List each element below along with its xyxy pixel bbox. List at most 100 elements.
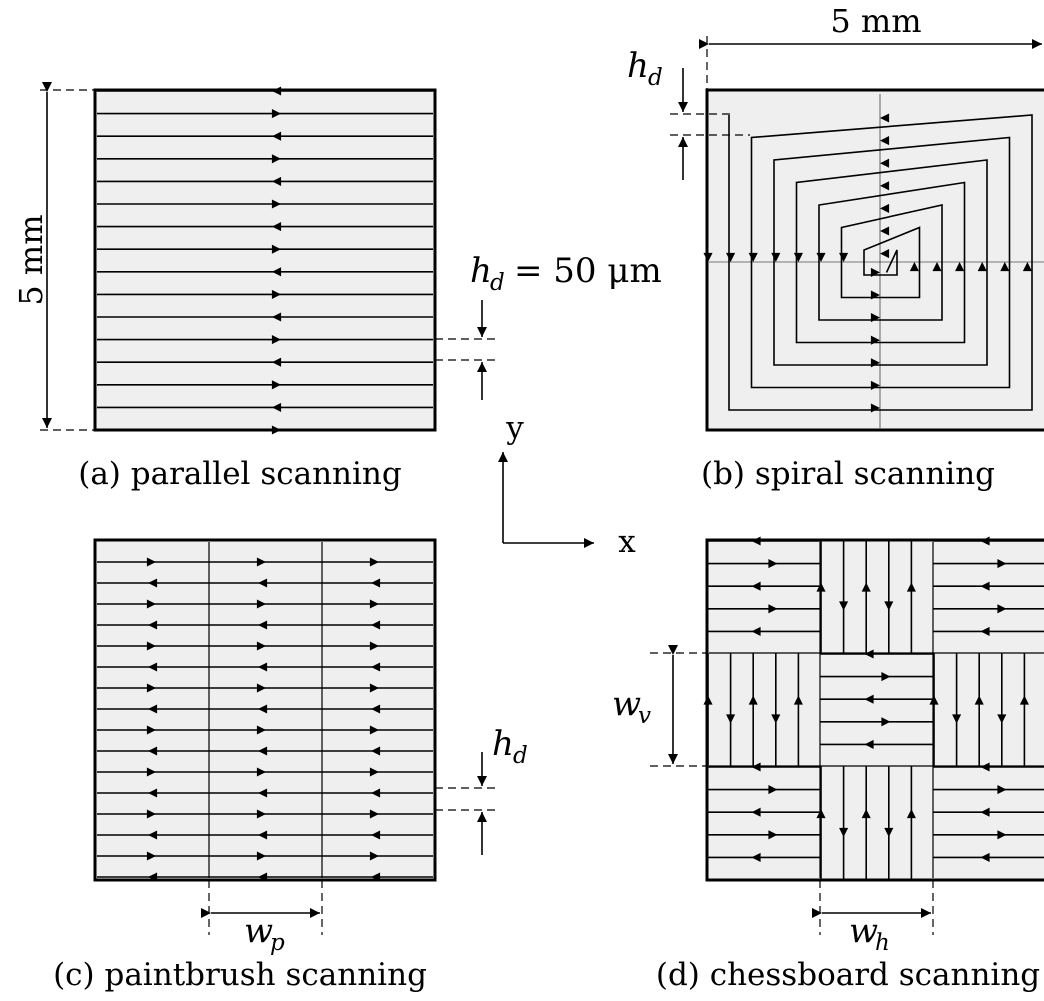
direction-arrow — [256, 683, 266, 693]
direction-arrow — [272, 357, 282, 367]
direction-arrow — [816, 809, 826, 819]
direction-arrow — [369, 557, 379, 567]
spiral-arrow — [880, 203, 890, 213]
direction-arrow — [272, 222, 282, 232]
spiral-arrow — [880, 249, 890, 259]
direction-arrow — [861, 809, 871, 819]
direction-arrow — [146, 641, 156, 651]
stripe-width-sub: p — [270, 930, 285, 956]
panel-c-scan-lines — [97, 542, 433, 882]
direction-arrow — [369, 641, 379, 651]
direction-arrow — [271, 154, 281, 164]
direction-arrow — [864, 739, 874, 749]
direction-arrow — [146, 683, 156, 693]
spiral-arrow — [870, 290, 880, 300]
spiral-arrow — [703, 252, 713, 262]
direction-arrow — [258, 578, 268, 588]
stripe-width-symbol: w — [244, 911, 273, 951]
direction-arrow — [997, 785, 1007, 795]
direction-arrow — [751, 762, 761, 772]
direction-arrow — [771, 714, 781, 724]
direction-arrow — [272, 86, 282, 96]
field-width-sub: h — [875, 930, 890, 956]
panel-b-hatch-symbol: h — [627, 46, 649, 86]
direction-arrow — [371, 620, 381, 630]
direction-arrow — [997, 830, 1007, 840]
direction-arrow — [371, 830, 381, 840]
direction-arrow — [258, 746, 268, 756]
direction-arrow — [768, 604, 778, 614]
direction-arrow — [861, 582, 871, 592]
direction-arrow — [371, 662, 381, 672]
direction-arrow — [371, 578, 381, 588]
direction-arrow — [148, 830, 158, 840]
direction-arrow — [997, 714, 1007, 724]
hatch-value: = 50 μm — [514, 251, 662, 291]
direction-arrow — [768, 559, 778, 569]
spiral-arrow — [880, 158, 890, 168]
panel-a-caption: (a) parallel scanning — [78, 456, 402, 492]
panel-b-caption: (b) spiral scanning — [701, 456, 995, 492]
direction-arrow — [816, 582, 826, 592]
direction-arrow — [881, 672, 891, 682]
direction-arrow — [997, 604, 1007, 614]
direction-arrow — [272, 131, 282, 141]
direction-arrow — [369, 809, 379, 819]
direction-arrow — [258, 620, 268, 630]
direction-arrow — [256, 725, 266, 735]
direction-arrow — [146, 767, 156, 777]
panel-paintbrush: h d w p (c) paintbrush scanning — [53, 538, 528, 993]
direction-arrow — [369, 599, 379, 609]
direction-arrow — [371, 788, 381, 798]
direction-arrow — [272, 176, 282, 186]
direction-arrow — [272, 402, 282, 412]
direction-arrow — [980, 807, 990, 817]
spiral-arrow — [880, 181, 890, 191]
y-axis-label: y — [505, 410, 524, 446]
direction-arrow — [258, 704, 268, 714]
direction-arrow — [980, 852, 990, 862]
direction-arrow — [271, 289, 281, 299]
direction-arrow — [839, 601, 849, 611]
dimension-label-horizontal: 5 mm — [830, 2, 921, 40]
direction-arrow — [148, 872, 158, 882]
hatch-symbol: h — [470, 251, 492, 291]
direction-arrow — [726, 714, 736, 724]
direction-arrow — [371, 704, 381, 714]
x-axis-label: x — [618, 524, 636, 560]
direction-arrow — [748, 695, 758, 705]
direction-arrow — [148, 788, 158, 798]
spiral-arrow — [932, 262, 942, 272]
direction-arrow — [256, 809, 266, 819]
panel-d-area — [705, 538, 1044, 882]
direction-arrow — [906, 809, 916, 819]
direction-arrow — [146, 557, 156, 567]
spiral-arrow — [771, 252, 781, 262]
direction-arrow — [371, 746, 381, 756]
spiral-arrow — [880, 136, 890, 146]
direction-arrow — [751, 626, 761, 636]
direction-arrow — [929, 695, 939, 705]
direction-arrow — [980, 581, 990, 591]
spiral-arrow — [748, 252, 758, 262]
direction-arrow — [371, 872, 381, 882]
coordinate-axes: y x — [498, 410, 636, 560]
direction-arrow — [148, 620, 158, 630]
panel-parallel: 5 mm (a) parallel scanning — [12, 82, 497, 492]
panel-chessboard: w v w h (d) chessboard scanning — [612, 536, 1044, 993]
direction-arrow — [997, 559, 1007, 569]
direction-arrow — [703, 695, 713, 705]
direction-arrow — [980, 762, 990, 772]
direction-arrow — [272, 312, 282, 322]
direction-arrow — [980, 536, 990, 546]
direction-arrow — [272, 267, 282, 277]
direction-arrow — [369, 767, 379, 777]
direction-arrow — [881, 717, 891, 727]
panel-a-area — [93, 88, 437, 432]
spiral-arrow — [870, 403, 880, 413]
direction-arrow — [751, 852, 761, 862]
direction-arrow — [146, 599, 156, 609]
direction-arrow — [258, 830, 268, 840]
spiral-arrow — [870, 380, 880, 390]
